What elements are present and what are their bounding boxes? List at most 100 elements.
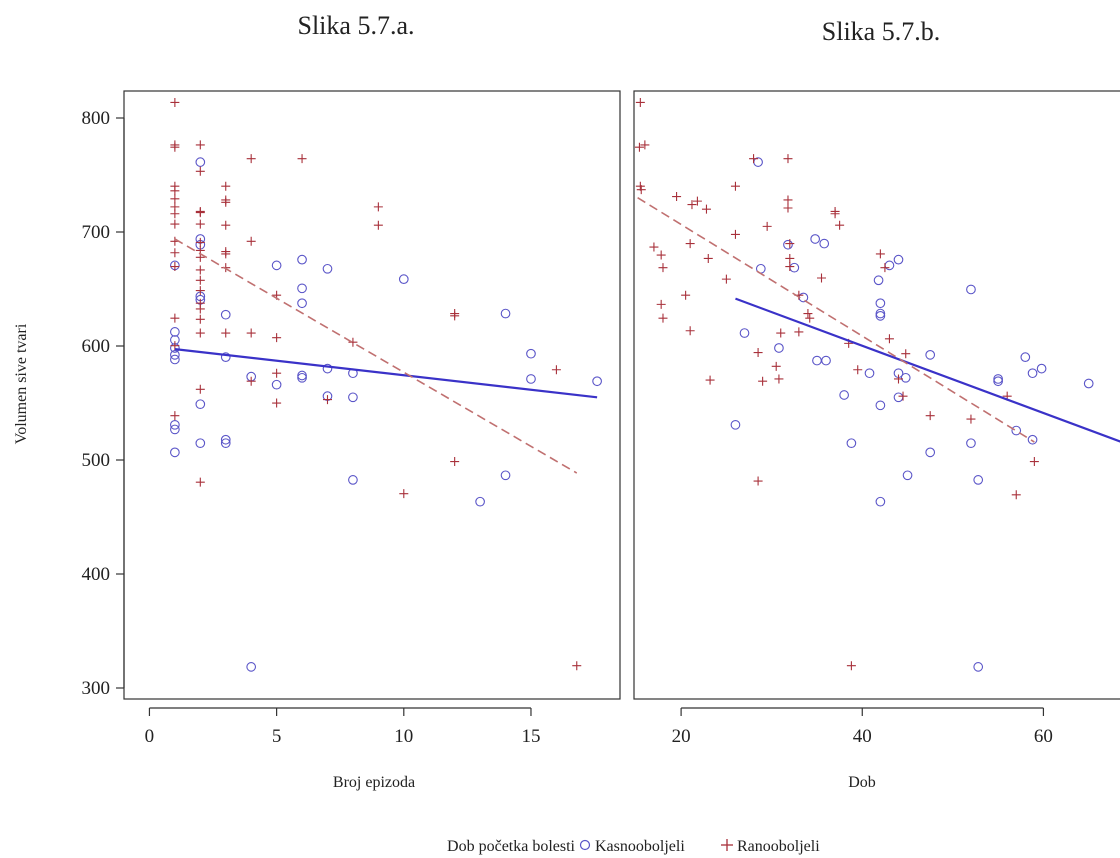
panel-a-kasno-point-29 (322, 263, 333, 274)
panel-a-rano-point-57 (551, 365, 561, 375)
panel-b-title: Slika 5.7.b. (822, 17, 940, 46)
panel-a-rano-point-34 (221, 197, 231, 207)
panel-b-rano-point-20 (730, 181, 740, 191)
panel-a-kasno-point-27 (297, 370, 307, 381)
panel-a-kasno-point-23 (271, 379, 282, 390)
y-axis-label: Volumen sive tvari (13, 323, 30, 444)
panel-b-kasno-point-28 (925, 447, 936, 458)
panel-a-rano-point-32 (221, 181, 231, 191)
panel-b-kasno-point-9 (812, 355, 822, 366)
panel-a-kasno-point-28 (297, 372, 307, 383)
panel-a-x-axis: 0 5 10 15 (145, 707, 540, 747)
panel-a-rano-point-5 (170, 194, 180, 204)
panel-b-x-tick-label-40: 40 (853, 726, 872, 747)
panel-b-rano-point-50 (893, 374, 903, 384)
panel-b-x-axis-label: Dob (848, 774, 876, 791)
panel-a-rano-point-31 (195, 477, 205, 487)
panel-a-rano-point-24 (195, 275, 205, 285)
panel-b-rano-point-29 (776, 328, 786, 338)
panel-a-kasno-point-14 (195, 399, 206, 410)
panel-b-rano-point-19 (721, 274, 731, 284)
panel-a-kasno-point-6 (170, 419, 180, 430)
panel-a-kasno-point-22 (271, 260, 282, 271)
panel-a-rano-point-50 (348, 337, 358, 347)
panel-b-rano-point-22 (749, 154, 759, 164)
panel-b-kasno-point-25 (900, 372, 911, 383)
panel-b-kasno-point-33 (993, 374, 1003, 384)
panel-b-rano-point-14 (687, 200, 697, 210)
y-tick-label-400: 400 (82, 564, 111, 585)
panel-b-rano-point-18 (705, 375, 715, 385)
panel-b-kasno-point-21 (884, 260, 895, 271)
panel-a-rano-point-12 (170, 313, 180, 323)
legend-label-ranooboljeli: Ranooboljeli (737, 838, 820, 855)
panel-b-x-tick-label-20: 20 (672, 726, 691, 747)
panel-b-rano-point-9 (658, 313, 668, 323)
panel-b-rano-point-56 (1011, 490, 1021, 500)
panel-a-kasno-point-17 (220, 352, 231, 362)
panel-b-kasno-point-8 (810, 234, 821, 244)
panel-b-rano-point-27 (771, 361, 781, 371)
panel-b-kasno-point-18 (875, 310, 886, 321)
panel-a-rano-point-29 (195, 328, 205, 338)
panel-a-rano-point-38 (221, 263, 231, 273)
panel-a-rano-point-14 (170, 411, 180, 421)
panel-a-kasno-point-16 (220, 309, 231, 320)
panel-a-rano-point-18 (195, 208, 205, 218)
panel-b-rano-point-4 (636, 185, 646, 195)
panel-b-kasno-point-13 (846, 438, 857, 449)
panel-b-kasno-point-17 (875, 308, 886, 319)
panel-a-rano-point-37 (221, 249, 231, 259)
panel-a-rano-point-28 (195, 314, 205, 324)
panel-b-kasno-point-32 (973, 662, 984, 672)
y-tick-label-800: 800 (82, 108, 111, 129)
panel-a-rano-point-8 (170, 219, 180, 229)
panel-a-rano-point-30 (195, 384, 205, 394)
panel-b-kasno-point-16 (875, 298, 886, 309)
panel-b-rano-point-47 (875, 249, 885, 259)
panel-a-rano-point-19 (195, 219, 205, 229)
panel-a-kasno-point-15 (195, 438, 206, 449)
panel-b-kasno-point-6 (789, 262, 800, 273)
panel-b-kasno-point-2 (739, 328, 750, 338)
panel-a-fit-line-rano (174, 238, 578, 474)
panel-b-kasno-point-29 (966, 284, 976, 295)
panel-b-rano-point-28 (774, 374, 784, 384)
panel-a-rano-point-4 (170, 186, 180, 196)
panel-b-rano-point-43 (835, 220, 845, 230)
panel-a-rano-point-13 (170, 341, 180, 351)
panel-b-rano-point-33 (785, 239, 795, 249)
panel-a-kasno-point-34 (348, 475, 358, 485)
panel-b-kasno-point-10 (819, 238, 830, 249)
panel-b-kasno-point-12 (839, 390, 849, 400)
panel-a-kasno-point-40 (526, 374, 536, 384)
panel-a-kasno-point-25 (297, 283, 307, 294)
legend: Dob početka bolesti Kasnooboljeli Ranoob… (447, 838, 820, 855)
y-tick-label-600: 600 (82, 336, 111, 357)
panel-b-kasno-point-31 (973, 475, 984, 485)
panel-a-kasno-point-8 (170, 447, 180, 458)
panel-b-rano-point-12 (685, 239, 695, 249)
panel-b-rano-point-40 (817, 273, 826, 283)
panel-a-rano-point-10 (170, 248, 180, 258)
panel-a-kasno-point-1 (170, 327, 180, 337)
panel-a-rano-point-45 (272, 333, 282, 343)
panel-b-rano-point-57 (1029, 457, 1039, 467)
panel-b-rano-point-0 (635, 97, 645, 107)
panel-b-rano-point-31 (783, 195, 793, 205)
panel-a-rano-point-48 (297, 154, 307, 164)
legend-title: Dob početka bolesti (447, 838, 576, 855)
panel-a-rano-point-52 (373, 220, 383, 230)
panel-a-x-tick-label-15: 15 (521, 726, 540, 747)
panel-b-x-axis: 20 40 60 (672, 707, 1053, 747)
panel-a-kasno-point-21 (246, 662, 257, 672)
panel-b-rano-point-17 (703, 253, 713, 263)
panel-b-kasno-point-15 (873, 275, 884, 286)
y-tick-label-300: 300 (82, 678, 111, 699)
panel-b-rano-point-8 (656, 299, 666, 309)
panel-b-rano-point-42 (830, 209, 840, 219)
panel-b-kasno-point-11 (821, 355, 831, 366)
panel-a-rano-point-42 (246, 328, 256, 338)
panel-b-rano-point-51 (898, 391, 908, 401)
panel-a-kasno-point-5 (170, 354, 180, 365)
